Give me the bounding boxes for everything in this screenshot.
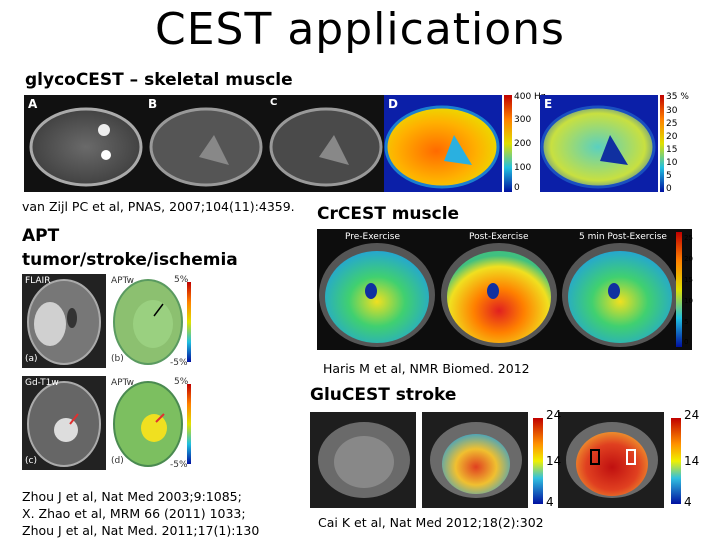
panel-label-b: B	[148, 97, 158, 111]
panel-label-apt-b: (b)	[111, 354, 124, 364]
glu-tick: 24	[546, 408, 562, 422]
apt-heading: APT tumor/stroke/ischemia	[22, 224, 238, 272]
apt-aptw-panel-top: APTw 5% -5% (b)	[108, 274, 194, 368]
glyco-e-tick: 10	[666, 158, 678, 168]
apt-citation: X. Zhao et al, MRM 66 (2011) 1033;	[22, 506, 246, 521]
cr-tick: 20	[684, 255, 693, 263]
cr-tick: 10	[684, 297, 693, 305]
apt-image-grid: FLAIR (a) APTw 5% -5% (b) Gd-T1w (c)	[22, 274, 194, 470]
apt-citations: Zhou J et al, Nat Med 2003;9:1085; X. Zh…	[22, 488, 259, 539]
panel-label-d: D	[388, 97, 398, 111]
apt-heading-line2: tumor/stroke/ischemia	[22, 250, 238, 270]
glyco-e-tick: 25	[666, 119, 678, 129]
panel-label-c: C	[270, 97, 278, 108]
cr-label-post: Post-Exercise	[469, 232, 529, 242]
cr-tick: 5	[684, 318, 689, 326]
panel-label-apt-a: (a)	[25, 354, 38, 364]
cr-heading: CrCEST muscle	[317, 204, 460, 224]
glyco-citation: van Zijl PC et al, PNAS, 2007;104(11):43…	[22, 199, 295, 214]
gd-label: Gd-T1w	[25, 378, 59, 388]
cr-tick: 0	[684, 338, 689, 346]
glyco-d-map	[384, 95, 502, 192]
glyco-image-strip: A B C D 400 Hz 300 200 100 0	[24, 92, 664, 193]
glyco-grayscale-panels: A B C	[24, 95, 384, 192]
apt-citation: Zhou J et al, Nat Med 2003;9:1085;	[22, 489, 242, 504]
cr-label-5min: 5 min Post-Exercise	[579, 232, 667, 242]
glyco-e-tick: 20	[666, 132, 678, 142]
apt-scale-min-bottom: -5%	[170, 460, 188, 470]
aptw-label-top: APTw	[111, 276, 134, 286]
panel-label-a: A	[28, 97, 38, 111]
glu-citation: Cai K et al, Nat Med 2012;18(2):302	[318, 515, 544, 530]
glyco-e-tick: 30	[666, 106, 678, 116]
glu-tick: 14	[684, 454, 700, 468]
panel-label-apt-d: (d)	[111, 456, 124, 466]
apt-aptw-panel-bottom: APTw 5% -5% (d)	[108, 376, 194, 470]
cr-image-strip: Pre-Exercise Post-Exercise 5 min Post-Ex…	[317, 229, 692, 350]
glyco-d-scale-unit: 400 Hz	[514, 92, 546, 102]
apt-scale-max-top: 5%	[174, 275, 189, 285]
glyco-panel-d: D	[384, 95, 502, 192]
apt-heading-line1: APT	[22, 226, 60, 246]
panel-label-e: E	[544, 97, 553, 111]
apt-scale-max-bottom: 5%	[174, 377, 189, 387]
cr-tick: 25	[684, 234, 693, 242]
cr-citation: Haris M et al, NMR Biomed. 2012	[323, 361, 530, 376]
panel-label-apt-c: (c)	[25, 456, 37, 466]
apt-gd-panel: Gd-T1w (c)	[22, 376, 106, 470]
apt-citation: Zhou J et al, Nat Med. 2011;17(1):130	[22, 523, 260, 538]
apt-scale-min-top: -5%	[170, 358, 188, 368]
glyco-e-colorbar	[660, 95, 664, 192]
glyco-e-tick: 5	[666, 171, 672, 181]
glyco-e-scale-unit: 35 %	[666, 92, 689, 102]
glyco-e-tick: 0	[666, 184, 672, 194]
glu-tick: 24	[684, 408, 700, 422]
glu-tick: 14	[546, 454, 562, 468]
glu-heading: GluCEST stroke	[310, 385, 457, 405]
glyco-d-tick: 200	[514, 139, 532, 149]
glyco-d-colorbar	[504, 95, 512, 192]
glyco-d-tick: 100	[514, 163, 532, 173]
apt-flair-panel: FLAIR (a)	[22, 274, 106, 368]
glyco-e-tick: 15	[666, 145, 678, 155]
slide-title: CEST applications	[155, 4, 565, 55]
cr-colorbar	[676, 232, 682, 347]
glyco-panel-e: E	[540, 95, 658, 192]
glyco-d-tick: 300	[514, 115, 532, 125]
cr-label-pre: Pre-Exercise	[345, 232, 401, 242]
cr-tick: 15	[684, 276, 693, 284]
glu-image-strip	[310, 412, 710, 508]
glyco-e-map	[540, 95, 658, 192]
glyco-grayscale-image	[29, 107, 383, 187]
glu-tick: 4	[684, 495, 692, 509]
glu-tick: 4	[546, 495, 554, 509]
glyco-d-tick: 0	[514, 183, 520, 193]
glyco-heading: glycoCEST – skeletal muscle	[25, 70, 293, 90]
aptw-label-bottom: APTw	[111, 378, 134, 388]
flair-label: FLAIR	[25, 276, 51, 286]
